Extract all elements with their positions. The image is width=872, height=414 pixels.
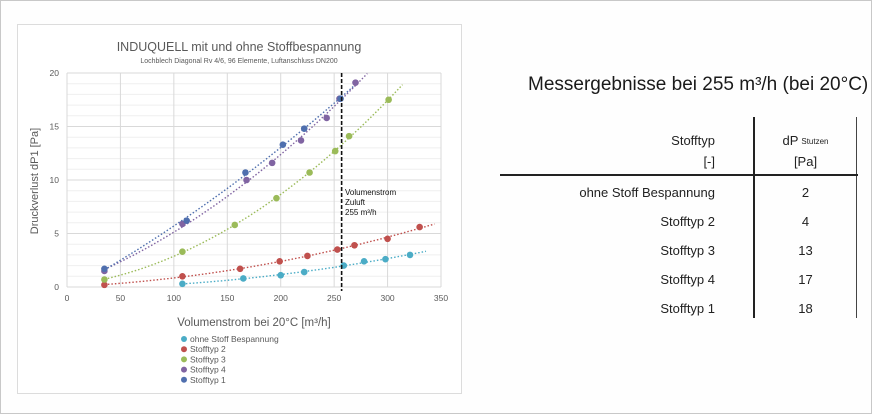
table-title: Messergebnisse bei 255 m³/h (bei 20°C) — [528, 74, 869, 95]
svg-text:0: 0 — [65, 293, 70, 303]
row-1-type: Stofftyp 2 — [660, 214, 715, 229]
legend-entry: ohne Stoff Bespannung — [190, 334, 279, 344]
svg-text:50: 50 — [116, 293, 126, 303]
annotation-line-1: Volumenstrom — [345, 188, 396, 197]
chart-subtitle: Lochblech Diagonal Rv 4/6, 96 Elemente, … — [140, 58, 337, 65]
svg-text:250: 250 — [327, 293, 341, 303]
row-0-type: ohne Stoff Bespannung — [579, 185, 715, 200]
table-divider-vertical — [753, 117, 755, 318]
series-stofftyp-1 — [101, 84, 355, 273]
chart-grid — [66, 72, 442, 288]
annotation-line-3: 255 m³/h — [345, 208, 377, 217]
series-stofftyp-2 — [101, 223, 435, 289]
x-axis-label: Volumenstrom bei 20°C [m³/h] — [177, 317, 331, 329]
series-stofftyp-3 — [101, 84, 404, 283]
col-header-dp: dP Stutzen — [755, 133, 856, 148]
legend-entry: Stofftyp 3 — [190, 354, 226, 364]
chart-container: INDUQUELL mit und ohne Stoffbespannung L… — [17, 24, 462, 394]
col-unit-stofftyp: [-] — [703, 154, 715, 169]
svg-text:15: 15 — [50, 122, 60, 132]
svg-text:20: 20 — [50, 68, 60, 78]
results-table: Stofftyp [-] dP Stutzen [Pa] ohne Stoff B… — [500, 117, 858, 318]
chart-title: INDUQUELL mit und ohne Stoffbespannung — [117, 40, 362, 54]
svg-text:5: 5 — [54, 229, 59, 239]
svg-text:350: 350 — [434, 293, 448, 303]
data-series — [101, 73, 435, 289]
row-2-type: Stofftyp 3 — [660, 243, 715, 258]
table-border-right — [856, 117, 857, 318]
row-4-type: Stofftyp 1 — [660, 301, 715, 316]
col-unit-dp: [Pa] — [793, 154, 818, 169]
annotation-line-2: Zuluft — [345, 198, 366, 207]
legend-entry: Stofftyp 1 — [190, 375, 226, 385]
chart-plot: INDUQUELL mit und ohne Stoffbespannung L… — [29, 40, 449, 385]
legend-marker-icon — [181, 376, 187, 383]
dp-subscript: Stutzen — [801, 137, 829, 146]
col-header-stofftyp: Stofftyp — [671, 133, 715, 148]
svg-text:200: 200 — [274, 293, 288, 303]
y-axis-label: Druckverlust dP1 [Pa] — [29, 128, 41, 234]
legend-marker-icon — [181, 346, 187, 353]
svg-text:150: 150 — [220, 293, 234, 303]
svg-text:0: 0 — [54, 282, 59, 292]
volumenstrom-annotation: Volumenstrom Zuluft 255 m³/h — [340, 73, 396, 291]
legend-marker-icon — [181, 336, 187, 342]
row-3-type: Stofftyp 4 — [660, 272, 715, 287]
row-0-dp: 2 — [801, 185, 810, 200]
legend-marker-icon — [181, 366, 187, 373]
row-4-dp: 18 — [798, 301, 813, 316]
legend-entry: Stofftyp 4 — [190, 365, 226, 375]
row-1-dp: 4 — [801, 214, 810, 229]
legend-marker-icon — [181, 356, 187, 363]
row-2-dp: 13 — [798, 243, 813, 258]
svg-text:300: 300 — [380, 293, 394, 303]
svg-text:10: 10 — [50, 175, 60, 185]
table-header-divider — [500, 174, 858, 176]
dp-label: dP — [782, 133, 799, 148]
svg-text:100: 100 — [167, 293, 181, 303]
row-3-dp: 17 — [798, 272, 813, 287]
legend-entry: Stofftyp 2 — [190, 344, 226, 354]
